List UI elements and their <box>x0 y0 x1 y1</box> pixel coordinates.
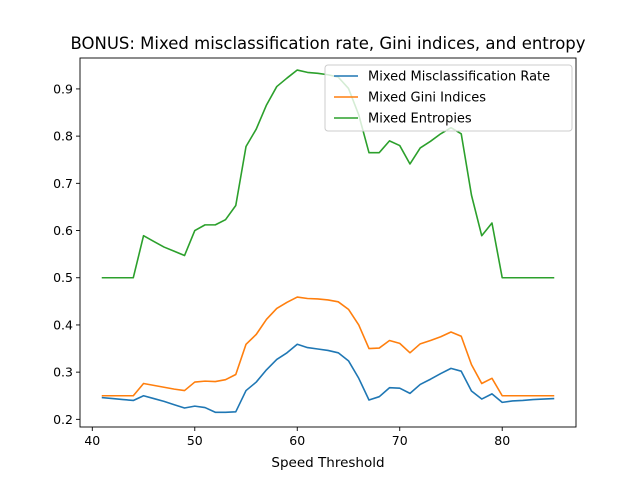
x-axis-title: Speed Threshold <box>271 455 384 471</box>
y-tick-label-0: 0.2 <box>53 412 73 427</box>
x-tick-label-4: 80 <box>494 433 510 448</box>
legend-label-2: Mixed Entropies <box>368 112 472 127</box>
legend-label-0: Mixed Misclassification Rate <box>368 70 550 85</box>
x-tick-label-3: 70 <box>392 433 408 448</box>
series-line-0 <box>101 343 555 414</box>
y-tick-label-1: 0.3 <box>53 365 73 380</box>
plot-frame <box>79 57 577 428</box>
y-tick-label-3: 0.5 <box>53 270 73 285</box>
legend: Mixed Misclassification Rate Mixed Gini I… <box>324 64 573 132</box>
x-tick-label-1: 50 <box>187 433 203 448</box>
legend-label-1: Mixed Gini Indices <box>368 91 486 106</box>
x-tick-label-0: 40 <box>84 433 100 448</box>
y-tick-label-7: 0.9 <box>53 81 73 96</box>
x-tick-label-2: 60 <box>289 433 305 448</box>
legend-box <box>324 64 573 132</box>
y-tick-label-6: 0.8 <box>53 129 73 144</box>
y-tick-label-4: 0.6 <box>53 223 73 238</box>
y-tick-label-2: 0.4 <box>53 317 73 332</box>
series-line-1 <box>101 296 555 397</box>
chart-title: BONUS: Mixed misclassification rate, Gin… <box>70 34 585 53</box>
y-tick-label-5: 0.7 <box>53 176 73 191</box>
